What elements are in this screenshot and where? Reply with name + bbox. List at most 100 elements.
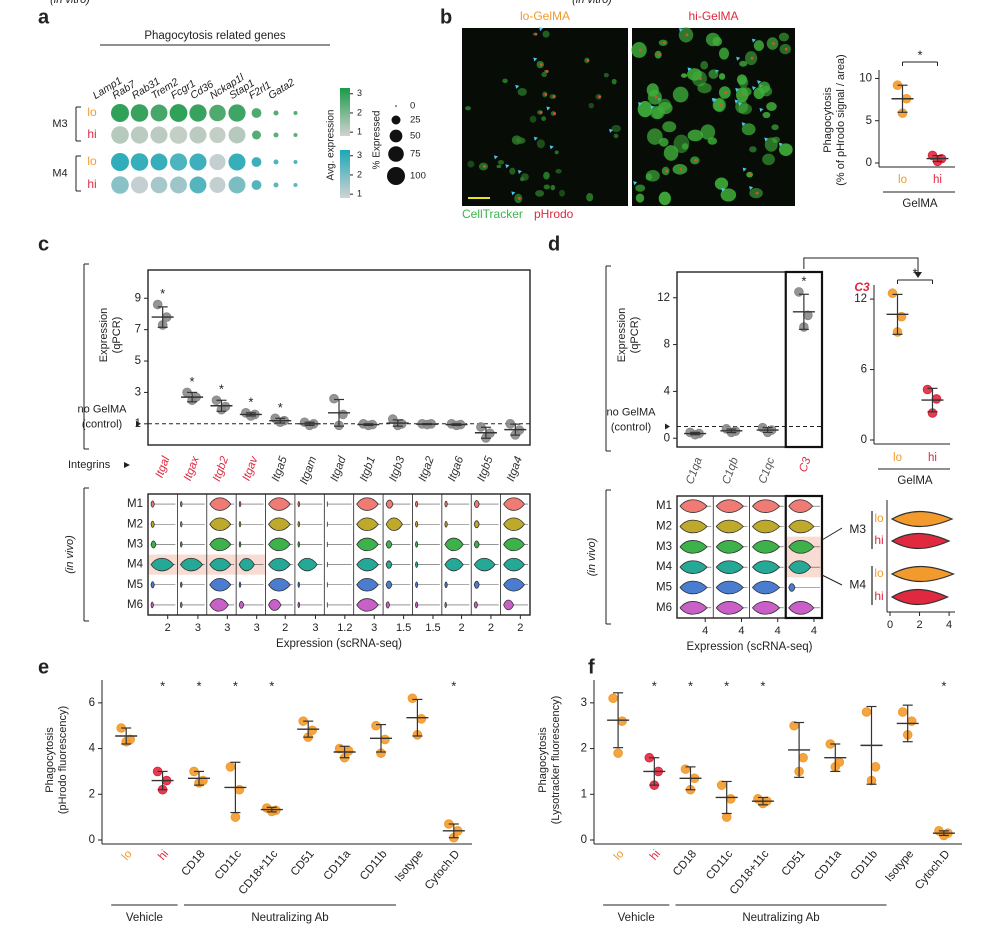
cell [736,74,748,85]
dot [228,126,246,144]
y-tick-label: 2 [89,788,95,800]
violin [444,557,464,572]
violin [503,537,525,552]
violin [238,500,242,508]
violin [385,601,390,609]
cell [637,101,653,118]
micrograph-title: lo-GelMA [520,9,570,23]
point [794,287,804,297]
violin [890,532,951,550]
phrodo-signal [755,191,759,195]
reference-label: no GelMA [607,406,657,418]
x-tick-label: Itgam [298,455,319,487]
gene-label: Gata2 [266,76,297,101]
row-label: M1 [127,498,143,510]
cell [778,32,790,42]
violin [890,565,956,583]
row-label: M6 [656,602,672,614]
arrowhead [539,27,544,32]
plot-frame [676,271,823,448]
violin [444,601,447,609]
arrowhead [778,142,783,147]
cell [509,167,516,175]
dot [293,132,298,138]
violin [890,588,950,606]
reference-label: (control) [82,419,122,431]
phrodo-signal [694,159,698,162]
arrowhead [764,137,769,142]
x-tick-label: Itga4 [505,455,525,483]
y-tick-label: 12 [657,292,670,304]
cell [611,124,621,133]
x-tick-label: 1.5 [396,622,411,634]
cell [647,128,663,145]
dot [209,153,226,171]
x-tick-label: 4 [738,625,744,637]
x-tick-label: 2 [488,622,494,634]
cell [720,188,737,202]
point [870,762,881,772]
phrodo-signal [586,58,590,62]
x-tick-label: C1qc [757,456,778,486]
cell [658,191,671,206]
region-label: (in vivo) [64,535,76,574]
point [152,299,163,310]
y-tick-label: 6 [861,364,867,376]
violin [179,601,183,609]
y-tick-label: 4 [89,743,96,755]
colorbar-tick-label: 2 [357,107,362,117]
violin [150,581,155,589]
panel-label: d [548,233,560,255]
x-tick-label: CD51 [780,848,808,878]
phrodo-signal [638,48,642,52]
dot [228,176,246,194]
y-tick-label: 2 [581,743,587,755]
cell [672,86,689,103]
size-legend-dot [395,105,397,107]
dot [209,126,226,144]
violin [356,578,379,592]
arrowhead [734,99,739,104]
x-axis-label: Expression (scRNA-seq) [276,638,402,650]
y-tick-label: 0 [861,434,867,446]
violin [415,541,419,548]
group-label: Vehicle [618,912,655,924]
cell [635,184,646,192]
x-tick-label: 2 [916,619,922,631]
y-tick-label: 7 [135,324,141,336]
x-axis-label: Expression (scRNA-seq) [687,641,813,653]
point [416,714,427,724]
cell [762,153,775,166]
cell [497,160,505,165]
point [897,707,908,717]
point [798,752,808,763]
dot [189,153,207,171]
row-label: M5 [127,579,143,591]
violin [679,499,708,513]
arrowhead [749,186,754,191]
violin [751,560,781,574]
dot [209,177,226,193]
phrodo-signal [749,173,753,177]
significance-star: * [196,678,201,693]
violin [751,540,781,554]
x-tick-label: 2 [282,622,288,634]
arrowhead [736,56,741,61]
violin [385,517,403,531]
x-tick-label: CD11c [213,848,244,882]
point [716,780,727,790]
row-label: M5 [656,582,672,594]
x-tick-label: Cytoch.D [423,848,463,892]
panel-label: e [38,656,49,678]
x-tick-label: Itgad [329,454,349,483]
significance-star: * [160,286,165,301]
x-tick-label: 4 [702,625,708,637]
cell [697,82,712,94]
dot [252,130,261,140]
group-label: Neutralizing Ab [742,912,819,924]
x-tick-label: C3 [797,455,814,473]
phrodo-signal [784,47,788,51]
arrowhead [546,106,551,111]
cell [645,169,660,182]
